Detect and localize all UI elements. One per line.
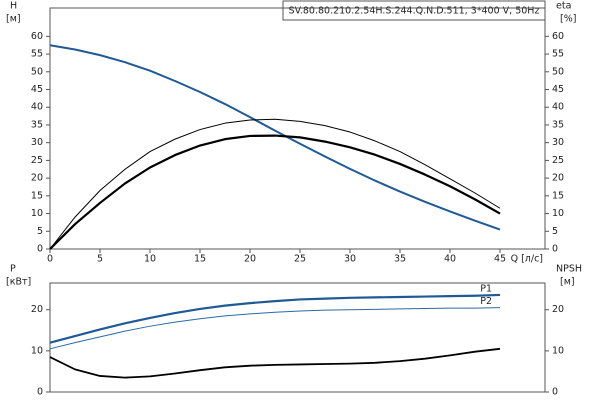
y2-tick-label: 60: [552, 31, 564, 42]
curve: [49, 44, 501, 231]
y-tick-label: 50: [31, 66, 43, 77]
y2-axis-unit: [м]: [560, 277, 575, 288]
y2-tick-label: 25: [552, 155, 564, 166]
chart-title: SV.80.80.210.2.54H.S.244.Q.N.D.511, 3*40…: [289, 6, 540, 17]
y2-axis-unit: [%]: [560, 14, 576, 25]
y2-axis-label: eta: [556, 1, 571, 12]
y2-tick-label: 5: [552, 226, 558, 237]
x-tick-label: 0: [47, 254, 53, 265]
y2-tick-label: 55: [552, 49, 564, 60]
y-tick-label: 25: [31, 155, 43, 166]
curve: [49, 307, 501, 350]
y2-tick-label: 20: [552, 304, 564, 315]
x-tick-label: 10: [144, 254, 156, 265]
y2-axis-label: NPSH: [556, 264, 582, 275]
series-label: P2: [480, 296, 492, 307]
x-tick-label: 25: [294, 254, 306, 265]
y2-tick-label: 10: [552, 208, 564, 219]
y2-tick-label: 0: [552, 387, 558, 398]
y-tick-label: 55: [31, 49, 43, 60]
curve: [49, 347, 501, 379]
y2-tick-label: 35: [552, 119, 564, 130]
y2-tick-label: 30: [552, 137, 564, 148]
y-tick-label: 20: [31, 304, 43, 315]
y-tick-label: 35: [31, 119, 43, 130]
x-tick-label: 35: [394, 254, 406, 265]
x-tick-label: 40: [444, 254, 456, 265]
y-axis-label: P: [10, 264, 16, 275]
x-axis-label: Q [л/с]: [511, 254, 543, 265]
x-tick-label: 30: [344, 254, 356, 265]
y2-tick-label: 45: [552, 84, 564, 95]
curve: [49, 293, 501, 344]
x-tick-label: 15: [194, 254, 206, 265]
y-tick-label: 20: [31, 173, 43, 184]
y-axis-unit: [кВт]: [6, 277, 31, 288]
y-tick-label: 5: [37, 226, 43, 237]
x-tick-label: 45: [494, 254, 506, 265]
y-tick-label: 0: [37, 387, 43, 398]
y-tick-label: 0: [37, 244, 43, 255]
plot-frame: [49, 282, 546, 393]
y2-tick-label: 0: [552, 244, 558, 255]
series-label: P1: [480, 283, 492, 294]
y-tick-label: 40: [31, 102, 43, 113]
x-tick-label: 5: [97, 254, 103, 265]
y-tick-label: 15: [31, 190, 43, 201]
y-tick-label: 10: [31, 208, 43, 219]
y2-tick-label: 15: [552, 190, 564, 201]
y-tick-label: 60: [31, 31, 43, 42]
curve: [49, 134, 501, 250]
curve: [49, 118, 501, 250]
y2-tick-label: 10: [552, 345, 564, 356]
y-tick-label: 45: [31, 84, 43, 95]
y-axis-unit: [м]: [6, 14, 21, 25]
y2-tick-label: 20: [552, 173, 564, 184]
x-tick-label: 20: [244, 254, 256, 265]
y2-tick-label: 50: [552, 66, 564, 77]
y2-tick-label: 40: [552, 102, 564, 113]
y-axis-label: H: [10, 1, 17, 12]
y-tick-label: 10: [31, 345, 43, 356]
y-tick-label: 30: [31, 137, 43, 148]
plot-frame: [49, 7, 546, 250]
